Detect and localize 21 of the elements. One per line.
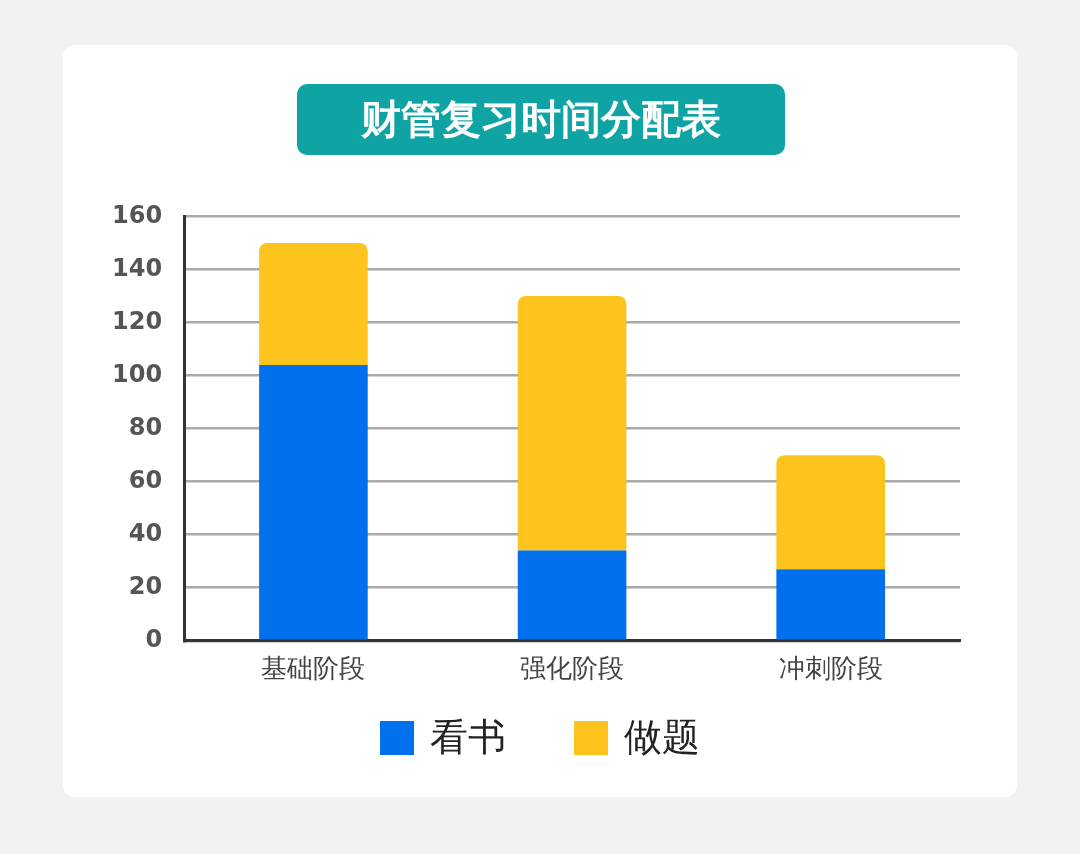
chart-title: 财管复习时间分配表 [297, 84, 785, 155]
y-tick-label: 40 [128, 518, 163, 547]
y-tick-label: 120 [111, 306, 163, 335]
y-tick-label: 0 [145, 625, 163, 654]
y-tick-label: 160 [111, 200, 163, 229]
bar [259, 242, 368, 365]
x-tick-label: 基础阶段 [261, 653, 366, 684]
y-tick-label: 80 [128, 412, 163, 441]
bar [776, 455, 885, 570]
y-tick-label: 100 [111, 359, 163, 388]
bar [259, 364, 368, 640]
y-tick-label: 20 [128, 571, 163, 600]
bar [517, 550, 627, 640]
x-tick-label: 冲刺阶段 [778, 653, 883, 684]
bar [776, 569, 885, 640]
x-tick-label: 强化阶段 [520, 653, 625, 684]
legend-label: 做题 [624, 715, 700, 759]
legend-label: 看书 [430, 715, 506, 759]
y-tick-label: 140 [111, 253, 163, 282]
bar [517, 295, 627, 551]
y-tick-label: 60 [128, 465, 163, 494]
